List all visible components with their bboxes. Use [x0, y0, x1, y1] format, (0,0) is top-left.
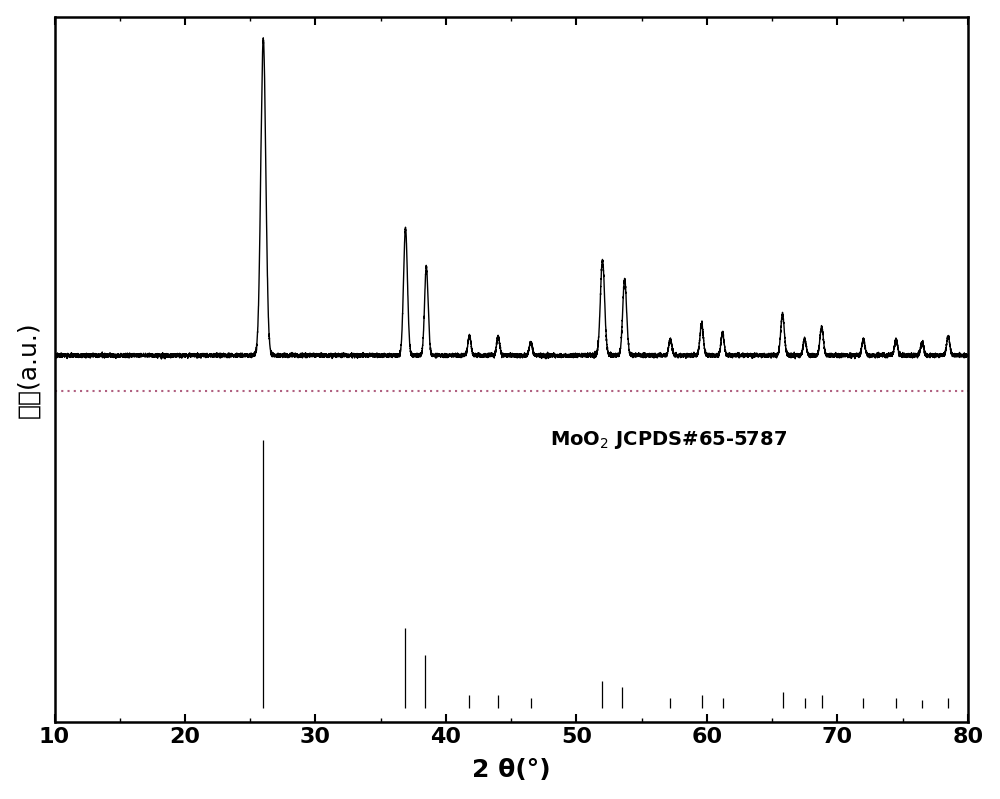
Y-axis label: 强度(a.u.): 强度(a.u.) [17, 321, 41, 418]
X-axis label: 2 θ(°): 2 θ(°) [472, 758, 550, 782]
Text: MoO$_2$ JCPDS#65-5787: MoO$_2$ JCPDS#65-5787 [550, 429, 787, 451]
